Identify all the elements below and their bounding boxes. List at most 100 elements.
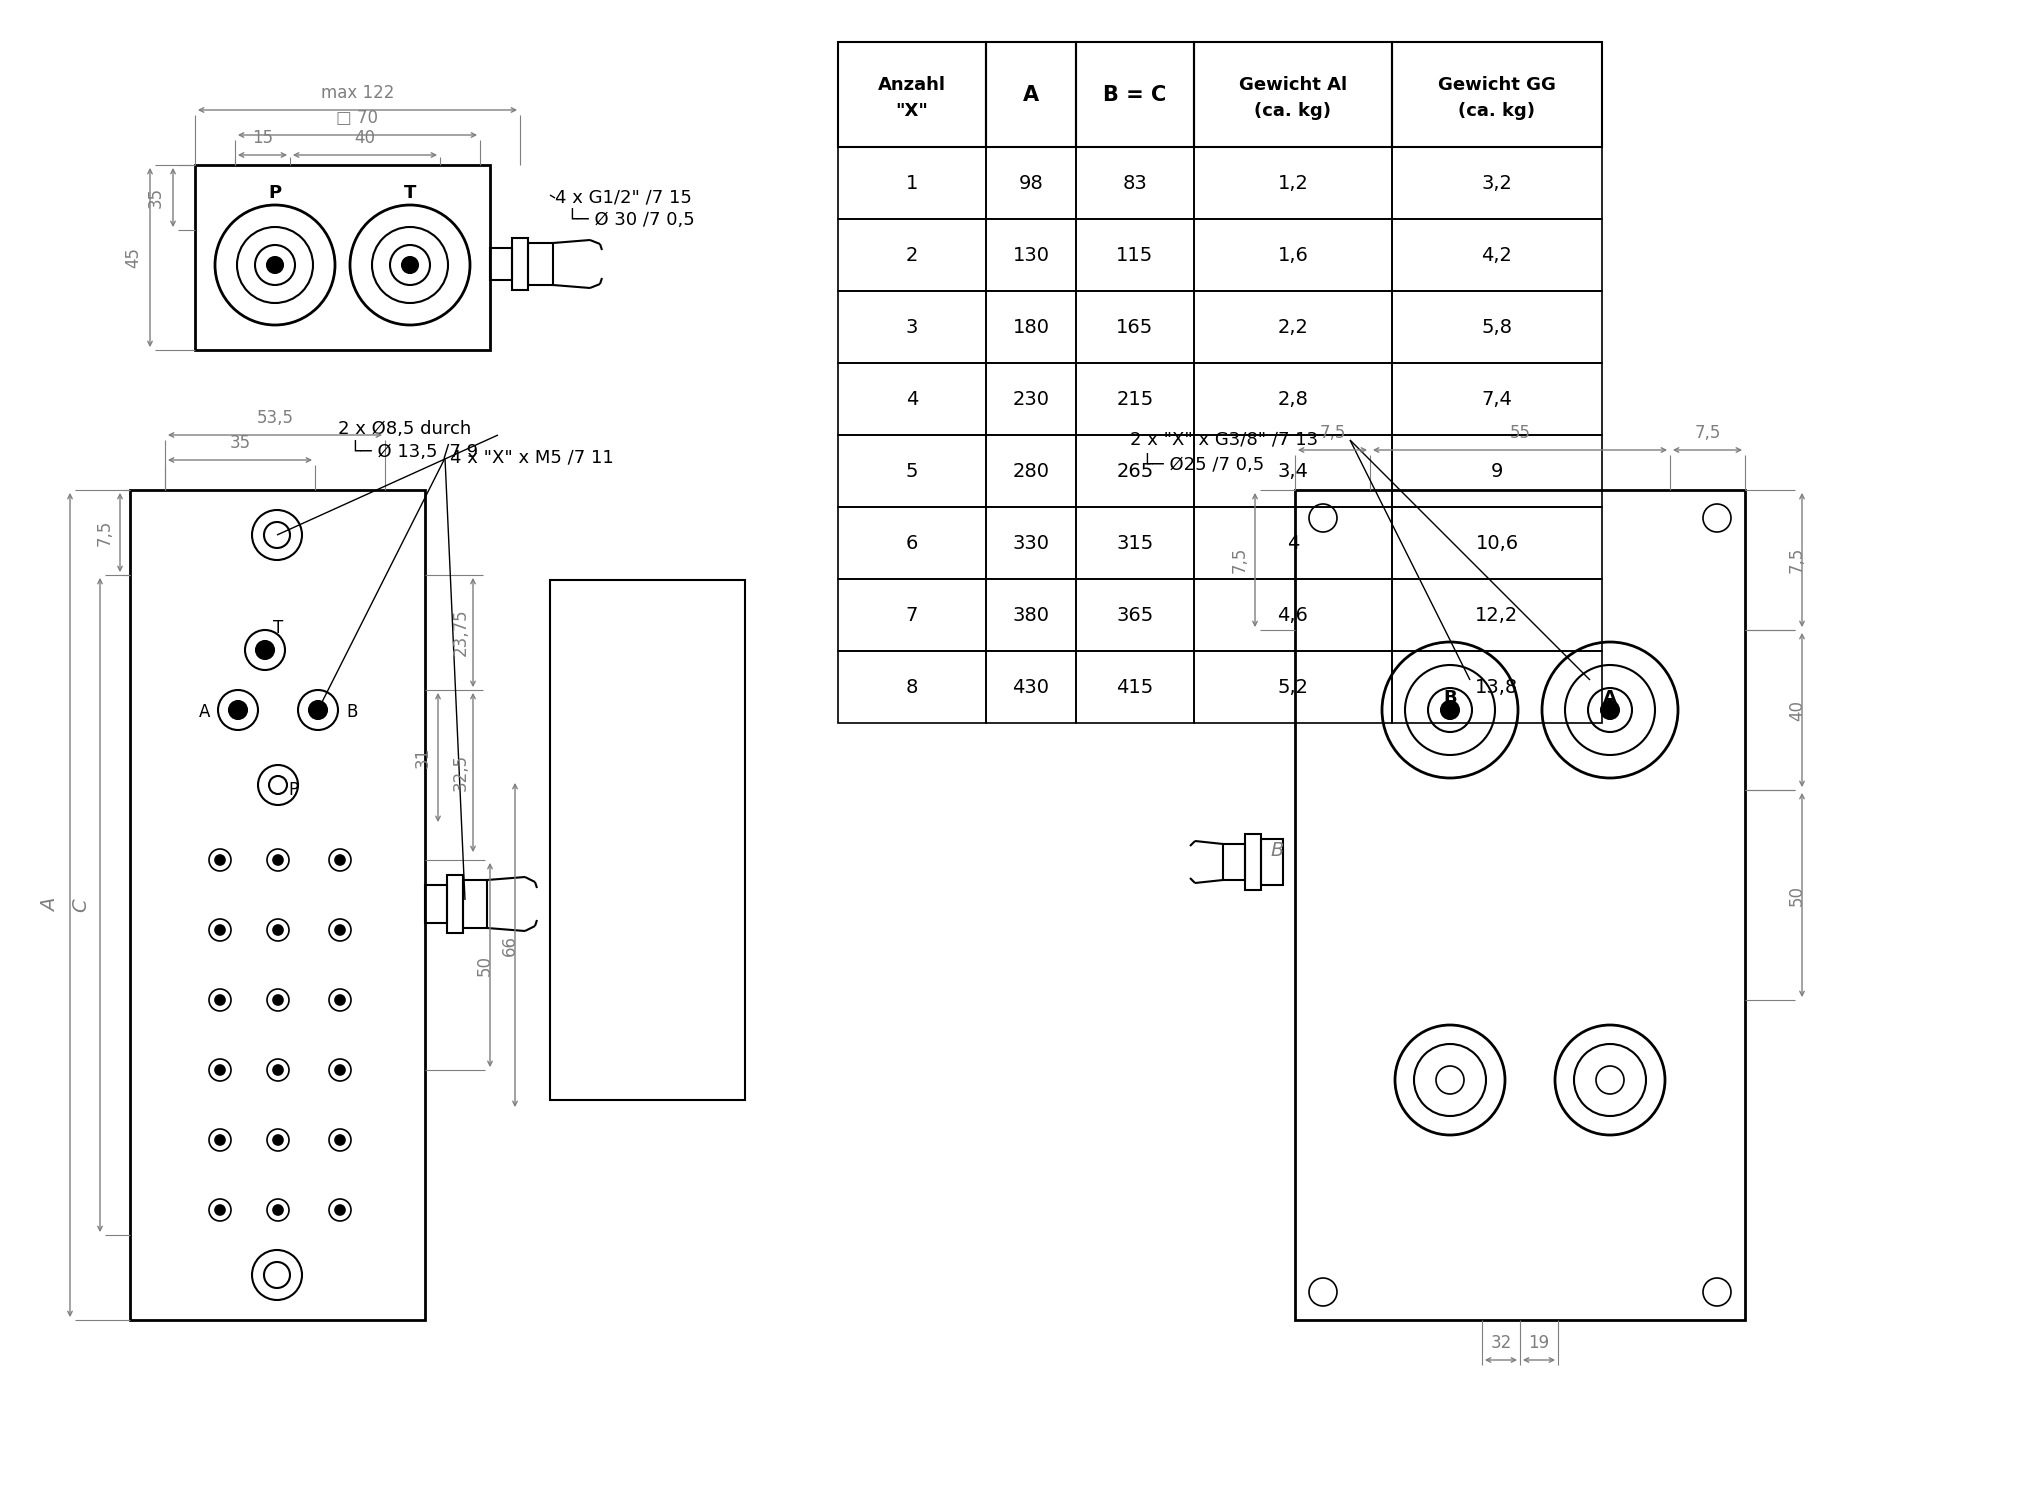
Bar [528,243,552,285]
Bar [1295,490,1746,1321]
Circle shape [215,1205,225,1216]
Bar [463,880,487,928]
Bar [1194,507,1393,579]
Bar [1261,839,1283,884]
Text: 115: 115 [1116,246,1153,264]
Text: 15: 15 [252,129,274,147]
Bar [1076,363,1194,435]
Text: A: A [1023,84,1039,105]
Bar [1194,363,1393,435]
Text: 2,2: 2,2 [1277,318,1309,336]
Text: Anzahl: Anzahl [879,75,946,93]
Circle shape [272,854,282,865]
Bar [424,884,447,923]
Bar [838,147,987,219]
Circle shape [335,925,345,935]
Text: 7,5: 7,5 [95,519,114,546]
Text: 35: 35 [146,187,164,208]
Text: 6: 6 [905,534,918,553]
Bar [447,875,463,932]
Text: 7,4: 7,4 [1482,390,1512,409]
Bar [1076,291,1194,363]
Text: 330: 330 [1013,534,1050,553]
Text: A: A [1604,690,1618,708]
Circle shape [272,1064,282,1075]
Text: (ca. kg): (ca. kg) [1255,102,1332,120]
Text: 4,6: 4,6 [1277,606,1309,625]
Bar [987,507,1076,579]
Text: B: B [1271,841,1283,859]
Circle shape [335,1064,345,1075]
Circle shape [1441,702,1460,720]
Bar [1194,651,1393,723]
Circle shape [272,995,282,1004]
Circle shape [335,1205,345,1216]
Text: 130: 130 [1013,246,1050,264]
Bar [1076,42,1194,147]
Circle shape [272,1135,282,1145]
Bar [1244,833,1261,890]
Text: 5,8: 5,8 [1482,318,1512,336]
Text: B: B [1443,690,1458,708]
Bar [838,651,987,723]
Circle shape [402,256,418,273]
Bar [1393,147,1602,219]
Text: 2,8: 2,8 [1277,390,1309,409]
Text: 66: 66 [501,934,520,955]
Text: 55: 55 [1510,424,1531,442]
Text: 265: 265 [1116,462,1153,481]
Bar [1393,219,1602,291]
Bar [1076,507,1194,579]
Circle shape [335,854,345,865]
Text: 13,8: 13,8 [1476,678,1518,697]
Bar [1393,579,1602,651]
Text: 315: 315 [1116,534,1153,553]
Text: 50: 50 [1788,884,1807,905]
Bar [838,42,987,147]
Text: 2 x "X" x G3/8" ∕7 13: 2 x "X" x G3/8" ∕7 13 [1131,430,1317,448]
Bar [987,42,1076,147]
Bar [130,490,424,1321]
Text: 50: 50 [475,955,493,976]
Text: 7,5: 7,5 [1788,547,1807,573]
Bar [987,435,1076,507]
Bar [1194,219,1393,291]
Text: 7,5: 7,5 [1695,424,1721,442]
Bar [1194,579,1393,651]
Bar [1393,363,1602,435]
Bar [838,579,987,651]
Circle shape [256,642,274,660]
Circle shape [215,1135,225,1145]
Bar [1393,651,1602,723]
Circle shape [215,995,225,1004]
Text: 7,5: 7,5 [1320,424,1346,442]
Text: 415: 415 [1116,678,1153,697]
Text: T: T [272,619,284,637]
Text: 165: 165 [1116,318,1153,336]
Text: 32: 32 [1490,1334,1512,1352]
Text: 3: 3 [905,318,918,336]
Text: 40: 40 [355,129,376,147]
Text: 180: 180 [1013,318,1050,336]
Text: 40: 40 [1788,700,1807,721]
Text: 4 x G1/2" ∕7 15: 4 x G1/2" ∕7 15 [554,187,692,205]
Circle shape [215,925,225,935]
Text: P: P [288,781,298,799]
Text: max 122: max 122 [321,84,394,102]
Bar [987,363,1076,435]
Bar [489,247,512,280]
Text: B = C: B = C [1104,84,1167,105]
Text: 1,2: 1,2 [1277,174,1309,192]
Text: 5: 5 [905,462,918,481]
Text: 83: 83 [1123,174,1147,192]
Text: P: P [268,184,282,202]
Text: 1: 1 [905,174,918,192]
Bar [1194,435,1393,507]
Circle shape [215,854,225,865]
Text: 10,6: 10,6 [1476,534,1518,553]
Text: 215: 215 [1116,390,1153,409]
Bar [550,580,745,1100]
Text: 4: 4 [905,390,918,409]
Text: "X": "X" [895,102,928,120]
Bar [1393,435,1602,507]
